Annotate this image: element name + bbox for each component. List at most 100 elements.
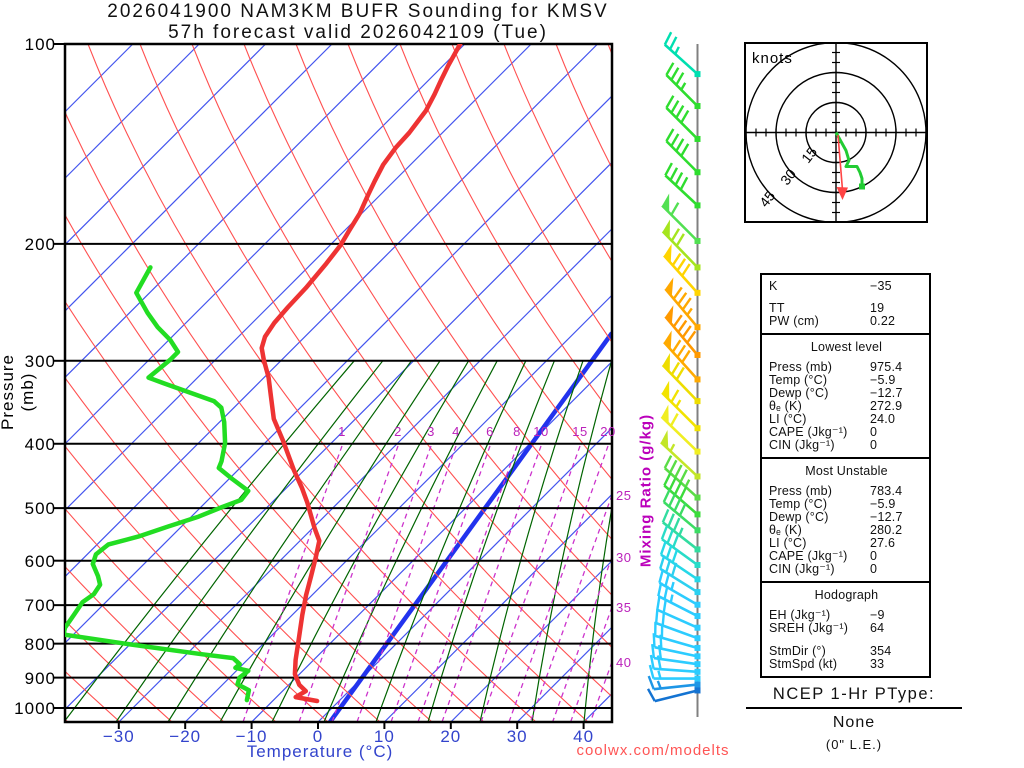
isotherm-line: [184, 294, 612, 722]
pressure-tick-label: 200: [24, 234, 56, 254]
dry-adiabat-line: [65, 445, 329, 722]
wind-barb: [659, 541, 701, 583]
mixing-ratio-line: [589, 661, 612, 722]
isotherm-line: [65, 44, 466, 445]
moist-adiabat-line: [65, 360, 355, 722]
stats-row-value: −5.9: [870, 497, 896, 511]
wind-barb: [665, 95, 701, 142]
stats-row-label: EH (Jkg⁻¹): [769, 608, 831, 622]
stats-row: CAPE (Jkg⁻¹) 0: [769, 550, 924, 563]
temperature-tick-label: 30: [506, 727, 528, 746]
stats-row-label: θₑ (K): [769, 399, 802, 413]
stats-section-title: Hodograph: [814, 588, 879, 602]
stats-row: CIN (Jkg⁻¹) 0: [769, 439, 924, 452]
stats-row-label: SREH (Jkg⁻¹): [769, 621, 849, 635]
pressure-tick-label: 900: [24, 668, 56, 688]
stats-row-value: 0: [870, 549, 878, 563]
stats-row-value: −5.9: [870, 373, 896, 387]
stats-row: EH (Jkg⁻¹) −9: [769, 609, 924, 622]
stats-row-value: 64: [870, 621, 885, 635]
wind-barb: [659, 555, 701, 596]
wind-barb: [664, 277, 701, 331]
mixing-ratio-label: 10: [533, 424, 549, 439]
stats-row: Dewp (°C) −12.7: [769, 511, 924, 524]
mixing-ratio-label: 40: [616, 655, 632, 670]
mixing-ratio-label: 2: [394, 424, 402, 439]
wind-barb: [649, 654, 701, 675]
stats-row-label: Temp (°C): [769, 373, 828, 387]
pressure-tick-label: 800: [24, 634, 56, 654]
mixing-ratio-label: 35: [616, 600, 632, 615]
mixing-ratio-line: [298, 445, 399, 722]
mixing-ratio-label: 3: [427, 424, 435, 439]
stats-row: Temp (°C) −5.9: [769, 498, 924, 511]
stats-section-title: Lowest level: [810, 340, 883, 354]
stats-row-value: 0: [870, 425, 878, 439]
stats-row: CAPE (Jkg⁻¹) 0: [769, 426, 924, 439]
wind-barb: [664, 305, 701, 358]
wind-barb: [663, 31, 701, 78]
temperature-tick-label: −20: [169, 727, 202, 746]
stats-row: θₑ (K) 272.9: [769, 400, 924, 413]
dry-adiabat-line: [65, 619, 173, 722]
wind-barb: [663, 243, 701, 296]
wind-barb: [661, 219, 701, 271]
temperature-tick-label: −10: [235, 727, 268, 746]
stats-row-value: −35: [870, 279, 892, 293]
mixing-ratio-line: [417, 445, 518, 722]
stats-row-value: 27.6: [870, 536, 896, 550]
stats-row-label: CAPE (Jkg⁻¹): [769, 425, 848, 439]
wind-barb: [660, 525, 701, 568]
mixing-ratio-line: [242, 445, 343, 722]
stats-row: Temp (°C) −5.9: [769, 374, 924, 387]
mixing-ratio-line: [441, 445, 542, 722]
stats-row: K −35: [769, 280, 924, 293]
stats-row: LI (°C) 24.0: [769, 413, 924, 426]
mixing-ratio-line: [569, 606, 612, 722]
pressure-tick-label: 400: [24, 434, 56, 454]
wind-barb: [658, 568, 701, 608]
mixing-ratio-label: 4: [452, 424, 460, 439]
wind-barb: [646, 687, 701, 703]
stats-row-label: CIN (Jkg⁻¹): [769, 438, 835, 452]
mixing-ratio-line: [331, 445, 432, 722]
watermark-link[interactable]: coolwx.com/modelts: [576, 742, 730, 759]
dry-adiabat-line: [451, 44, 612, 344]
wind-barb: [663, 330, 701, 383]
temperature-tick-label: 10: [373, 727, 395, 746]
dry-adiabat-line: [87, 44, 589, 722]
dry-adiabat-line: [139, 44, 612, 698]
stats-row-label: LI (°C): [769, 536, 807, 550]
stats-row: SREH (Jkg⁻¹) 64: [769, 622, 924, 635]
wind-barb: [647, 675, 701, 691]
dry-adiabat-line: [503, 44, 612, 263]
stats-row: CIN (Jkg⁻¹) 0: [769, 563, 924, 576]
plot-border: [63, 42, 614, 724]
stats-row-label: CIN (Jkg⁻¹): [769, 562, 835, 576]
pressure-tick-label: 500: [24, 499, 56, 519]
stats-row-label: Press (mb): [769, 360, 833, 374]
moist-adiabat-line: [375, 360, 527, 722]
stats-section: Most Unstable Press (mb) 783.4 Temp (°C) −5.…: [762, 457, 929, 581]
moist-adiabat-line: [115, 360, 384, 722]
dry-adiabat-line: [399, 44, 612, 416]
wind-barb: [654, 621, 701, 651]
dry-adiabat-line: [243, 44, 612, 596]
page-title: 2026041900 NAM3KM BUFR Sounding for KMSV…: [10, 1, 706, 43]
stats-row-value: −12.7: [870, 510, 903, 524]
isotherm-line: [65, 44, 399, 379]
mixing-ratio-label: 30: [616, 550, 632, 565]
stats-row: StmSpd (kt) 33: [769, 658, 924, 671]
isotherm-line: [65, 44, 532, 512]
stats-row: StmDir (°) 354: [769, 645, 924, 658]
mixing-ratio-label: 6: [486, 424, 494, 439]
moist-adiabat-line: [531, 360, 612, 722]
isotherm-line: [383, 493, 612, 722]
isotherm-line: [65, 161, 612, 711]
stats-row-label: θₑ (K): [769, 523, 802, 537]
ptype-note: (0" L.E.): [825, 737, 883, 752]
stats-panel: K −35 TT 19 PW (cm) 0.22 Lowest level Press (mb…: [760, 273, 931, 678]
stats-row: Press (mb) 975.4: [769, 361, 924, 374]
